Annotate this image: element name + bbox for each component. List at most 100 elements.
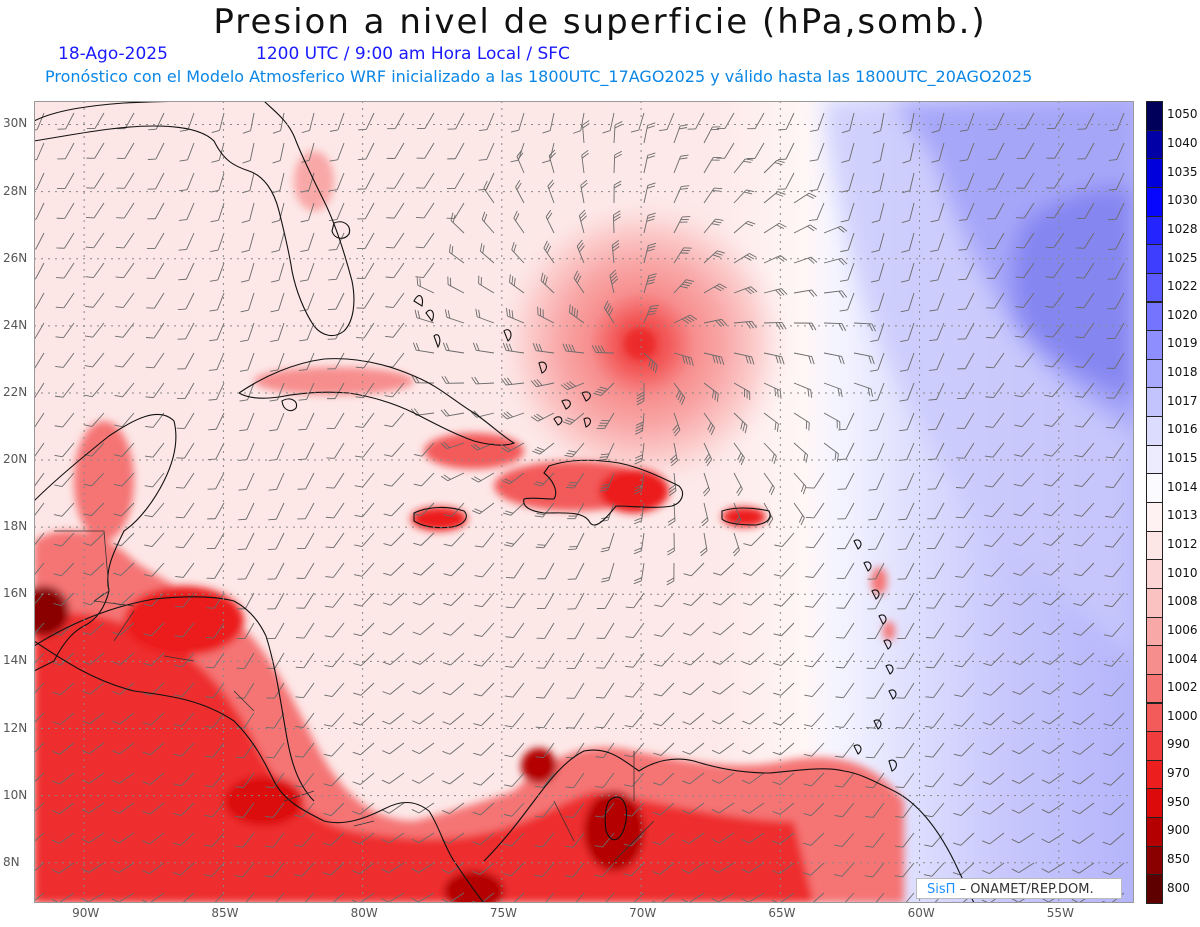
wind-barb [803, 802, 825, 817]
wind-barb [179, 172, 195, 192]
wind-barb [354, 502, 375, 518]
wind-barb [505, 652, 525, 668]
lake-okeechobee [331, 221, 351, 239]
wind-barb [805, 502, 825, 519]
wind-barb [743, 562, 765, 576]
wind-barb [929, 262, 945, 282]
wind-barb [868, 472, 885, 491]
wind-barb [173, 772, 195, 787]
wind-barb [56, 172, 75, 190]
wind-barb [625, 592, 645, 609]
wind-barb [208, 352, 225, 371]
wind-barb [793, 472, 807, 495]
colorbar-swatch [1146, 215, 1163, 246]
wind-barb [415, 202, 435, 219]
wind-barb [205, 712, 225, 728]
wind-barb [209, 292, 225, 312]
wind-barb [323, 742, 345, 757]
wind-barb [983, 562, 1005, 577]
wind-barb [355, 412, 375, 428]
wind-barb [869, 352, 885, 372]
wind-barb [412, 712, 435, 725]
wind-barb [809, 172, 825, 192]
wind-barb [111, 892, 135, 903]
wind-barb [733, 286, 758, 295]
wind-barb [899, 352, 915, 372]
wind-barb [534, 862, 555, 878]
wind-barb [623, 832, 645, 847]
wind-barb [630, 112, 645, 133]
wind-barb [959, 112, 975, 132]
wind-barb [444, 309, 465, 324]
wind-barb [793, 224, 818, 234]
wind-barb [772, 772, 795, 785]
wind-barb [778, 112, 795, 131]
wind-barb [329, 172, 345, 192]
wind-barb [806, 472, 825, 489]
colorbar-swatch [1146, 616, 1163, 647]
colorbar-swatch [1146, 272, 1163, 303]
wind-barb [501, 442, 525, 453]
wind-barb [381, 832, 405, 844]
wind-barb [1108, 172, 1125, 191]
wind-barb [955, 502, 975, 519]
wind-barb [442, 652, 465, 666]
wind-barb [864, 862, 885, 878]
wind-barb [853, 322, 876, 332]
wind-barb [742, 592, 765, 606]
wind-barb [176, 442, 195, 459]
wind-barb [564, 442, 585, 458]
wind-barb [382, 652, 405, 666]
wind-barb [763, 472, 775, 496]
wind-barb [1102, 832, 1125, 846]
wind-barb [86, 172, 105, 189]
wind-barb [440, 472, 465, 482]
wind-barb [1073, 622, 1095, 636]
south-america-coast [483, 749, 975, 903]
wind-barb [870, 322, 885, 343]
wind-barb [566, 712, 585, 729]
wind-barb [235, 802, 255, 818]
wind-barb [837, 502, 855, 520]
wind-barb [1046, 172, 1065, 189]
wind-barb [356, 322, 375, 339]
wind-barb [673, 279, 695, 294]
wind-barb [472, 832, 495, 846]
forecast-date: 18-Ago-2025 [58, 44, 168, 64]
colorbar-label: 1004 [1167, 651, 1198, 666]
wind-barb [763, 442, 777, 464]
wind-barb [953, 832, 975, 846]
colorbar-swatch [1146, 244, 1163, 274]
wind-barb [412, 592, 435, 606]
wind-barb [742, 742, 765, 755]
wind-barb [211, 892, 225, 903]
wind-barb [323, 802, 345, 817]
wind-barb [837, 472, 855, 490]
colorbar-swatch [1146, 473, 1163, 503]
wind-barb [673, 247, 692, 264]
wind-barb [836, 622, 855, 639]
wind-barb [634, 472, 645, 495]
wind-barb [643, 242, 657, 264]
wind-barb [533, 472, 555, 487]
wind-barb [416, 172, 435, 189]
wind-barb [823, 412, 841, 430]
wind-barb [479, 112, 495, 132]
wind-barb [323, 772, 345, 787]
wind-barb [536, 622, 555, 639]
wind-barb [474, 622, 495, 637]
wind-barb [1104, 562, 1125, 578]
wind-barb [178, 202, 195, 221]
wind-barb [34, 352, 45, 369]
wind-barb [353, 592, 375, 607]
wind-barb [1073, 592, 1095, 607]
wind-barb [596, 622, 615, 639]
wind-barb [237, 562, 255, 580]
wind-barb [143, 622, 165, 637]
wind-barb [325, 562, 345, 578]
wind-barb [540, 272, 555, 294]
wind-barb [1044, 382, 1065, 398]
wind-barb [300, 232, 315, 253]
wind-barb [234, 832, 255, 848]
wind-barb [928, 382, 945, 401]
